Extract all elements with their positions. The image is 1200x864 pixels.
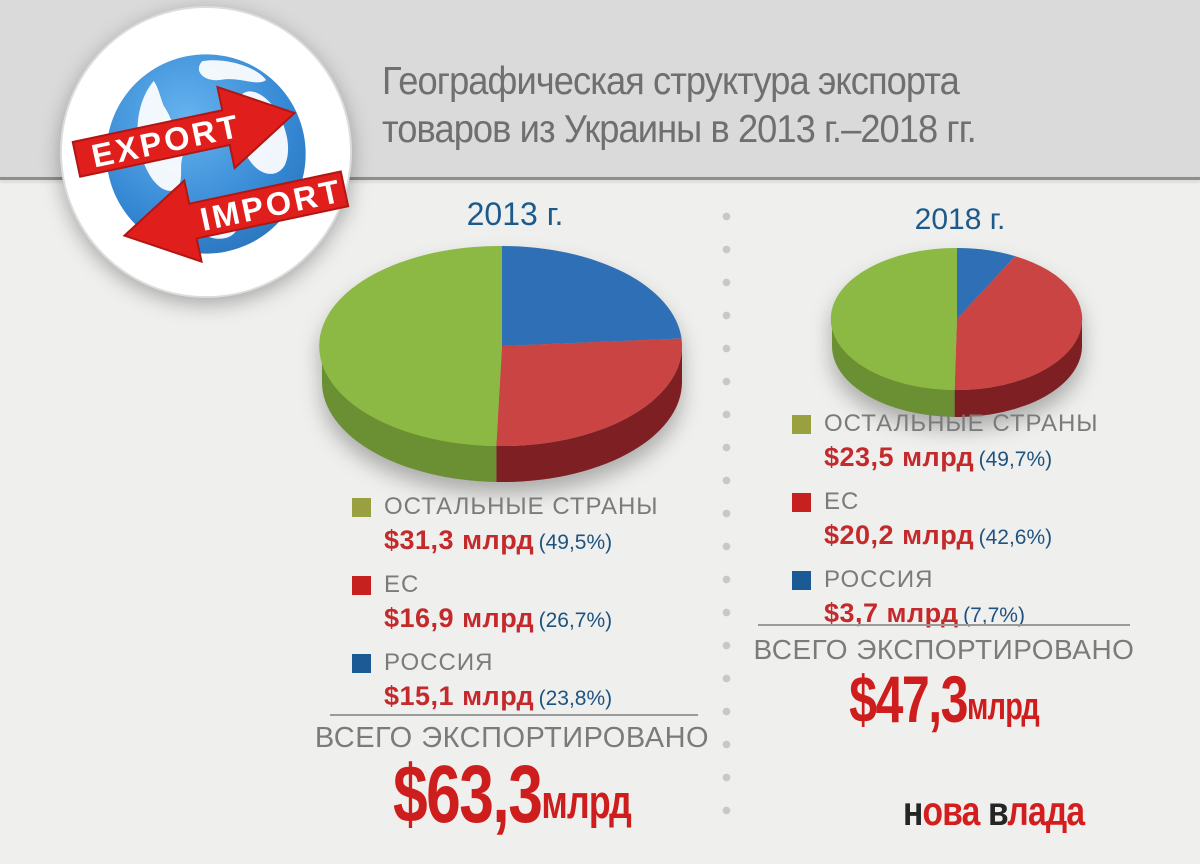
legend-value: $16,9 млрд — [384, 603, 535, 633]
legend-percent: (23,8%) — [538, 687, 613, 710]
legend-percent: (42,6%) — [978, 526, 1053, 549]
legend-swatch-red — [792, 492, 811, 512]
legend-value: $15,1 млрд — [384, 681, 535, 711]
legend-label: РОССИЯ — [824, 566, 934, 593]
legend-percent: (49,5%) — [538, 531, 613, 554]
legend-item-other-countries: ОСТАЛЬНЫЕ СТРАНЫ $23,5 млрд (49,7%) — [792, 409, 1152, 480]
legend-swatch-blue — [792, 570, 811, 590]
legend-label: ОСТАЛЬНЫЕ СТРАНЫ — [384, 493, 659, 520]
legend-2018: ОСТАЛЬНЫЕ СТРАНЫ $23,5 млрд (49,7%) ЕС $… — [792, 409, 1152, 643]
pie-chart-2018 — [830, 247, 1083, 417]
total-unit: млрд — [967, 686, 1040, 728]
page-title: Географическая структура экспорта товаро… — [382, 58, 977, 154]
legend-percent: (49,7%) — [978, 448, 1053, 471]
year-title-2018: 2018 г. — [914, 203, 1006, 236]
legend-label: ЕС — [824, 488, 860, 515]
page-title-line1: Географическая структура экспорта — [382, 60, 960, 103]
legend-label: ЕС — [384, 571, 420, 598]
total-value-2013: $63,3млрд — [352, 752, 671, 838]
legend-value: $20,2 млрд — [824, 520, 975, 550]
legend-item-russia: РОССИЯ $3,7 млрд (7,7%) — [792, 565, 1152, 636]
legend-label: РОССИЯ — [384, 649, 494, 676]
legend-swatch-green — [792, 414, 811, 434]
total-label-2018: ВСЕГО ЭКСПОРТИРОВАНО — [753, 634, 1135, 665]
export-import-globe-logo: EXPORT IMPORT — [59, 5, 353, 299]
legend-item-eu: ЕС $16,9 млрд (26,7%) — [352, 570, 712, 641]
legend-value: $23,5 млрд — [824, 442, 975, 472]
legend-swatch-blue — [352, 653, 371, 673]
total-value-2018: $47,3млрд — [798, 664, 1090, 734]
pie-chart-2013 — [319, 245, 683, 483]
legend-label: ОСТАЛЬНЫЕ СТРАНЫ — [824, 410, 1099, 437]
page-title-line2: товаров из Украины в 2013 г.–2018 гг. — [382, 108, 977, 151]
total-separator-2018 — [758, 624, 1130, 626]
legend-item-russia: РОССИЯ $15,1 млрд (23,8%) — [352, 648, 712, 719]
year-title-2013: 2013 г. — [466, 196, 564, 232]
legend-swatch-red — [352, 575, 371, 595]
legend-2013: ОСТАЛЬНЫЕ СТРАНЫ $31,3 млрд (49,5%) ЕС $… — [352, 492, 712, 726]
legend-item-other-countries: ОСТАЛЬНЫЕ СТРАНЫ $31,3 млрд (49,5%) — [352, 492, 712, 563]
header-divider-line — [0, 177, 1200, 180]
total-amount: $63,3 — [392, 749, 543, 840]
total-separator-2013 — [330, 714, 698, 716]
legend-percent: (26,7%) — [538, 609, 613, 632]
total-unit: млрд — [541, 775, 632, 828]
legend-percent: (7,7%) — [963, 604, 1025, 627]
legend-value: $31,3 млрд — [384, 525, 535, 555]
legend-value: $3,7 млрд — [824, 598, 959, 628]
legend-swatch-green — [352, 497, 371, 517]
total-amount: $47,3 — [849, 662, 968, 736]
legend-item-eu: ЕС $20,2 млрд (42,6%) — [792, 487, 1152, 558]
total-label-2013: ВСЕГО ЭКСПОРТИРОВАНО — [314, 722, 710, 754]
nova-vlada-logo: нова влада — [903, 788, 1085, 834]
dotted-column-divider — [722, 200, 731, 834]
